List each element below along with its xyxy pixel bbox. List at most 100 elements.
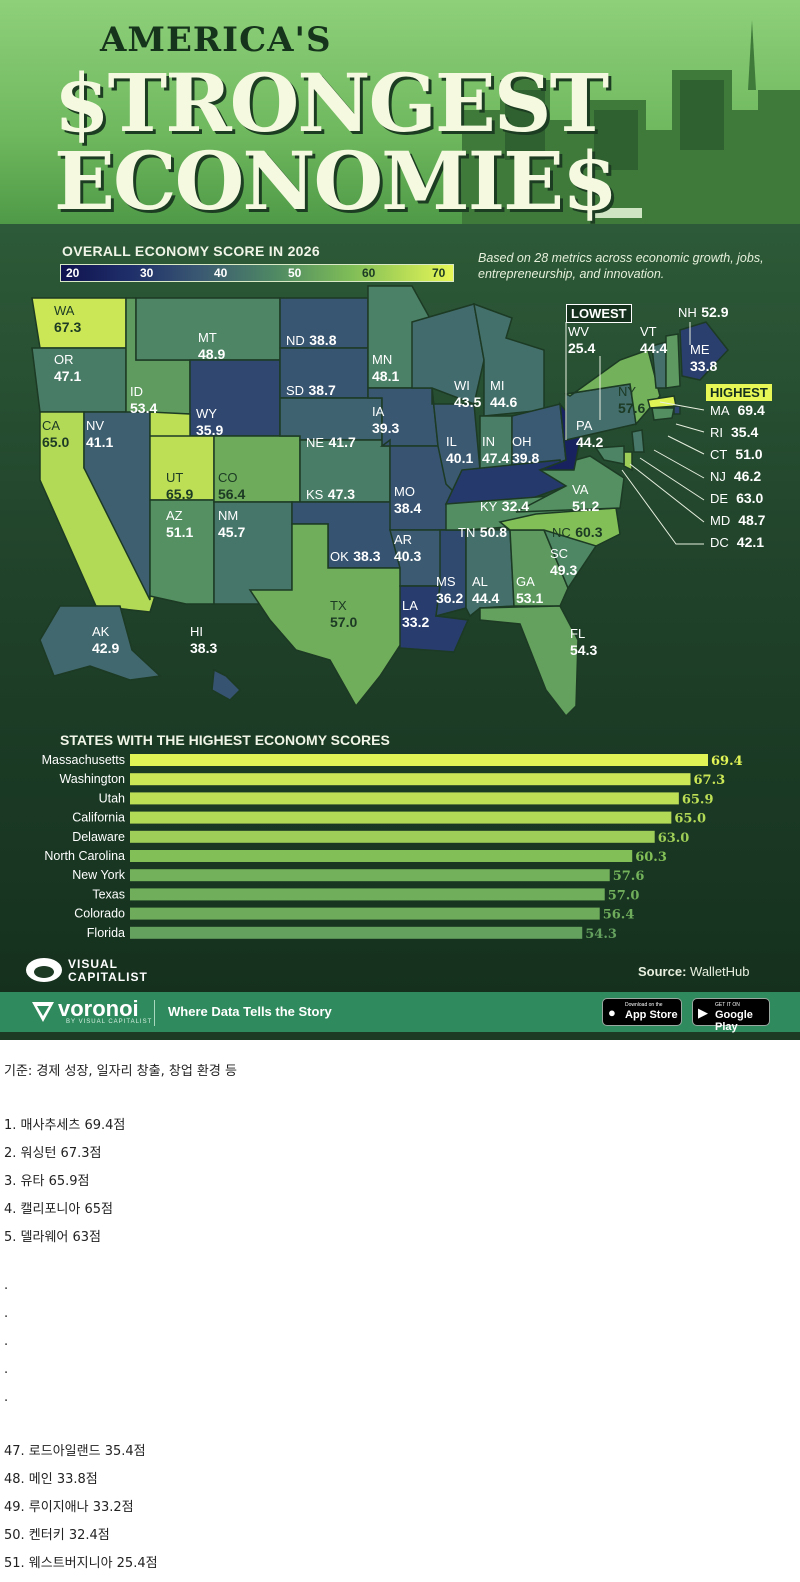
summary-ellipsis-dot: . xyxy=(4,1390,9,1405)
bar xyxy=(130,830,655,843)
state-abbr: CT xyxy=(710,447,728,462)
visual-capitalist-text: VISUAL xyxy=(68,957,119,971)
google-play-button[interactable]: ▶ GET IT ON Google Play xyxy=(692,998,770,1033)
state-score: 60.3 xyxy=(575,524,603,540)
state-abbr: WA xyxy=(54,303,75,318)
state-score: 39.8 xyxy=(512,450,540,466)
state-score: 51.0 xyxy=(735,446,763,462)
state-score: 53.1 xyxy=(516,590,544,606)
state-score: 57.6 xyxy=(618,400,646,416)
state-label-nv: NV 41.1 xyxy=(86,418,113,451)
bar-value-label: 65.0 xyxy=(674,812,706,827)
bar-category-label: Massachusetts xyxy=(42,753,125,767)
summary-rank-item: 51. 웨스트버지니아 25.4점 xyxy=(4,1556,158,1571)
state-label-oh: OH 39.8 xyxy=(512,434,539,467)
state-shape-md xyxy=(594,445,625,465)
state-score: 47.1 xyxy=(54,368,82,384)
state-abbr: AR xyxy=(394,532,413,547)
bar-category-label: Utah xyxy=(99,791,125,805)
state-label-ne: NE 41.7 xyxy=(306,434,356,451)
state-abbr: NJ xyxy=(710,469,726,484)
summary-rank-item: 3. 유타 65.9점 xyxy=(4,1174,90,1189)
state-score: 47.3 xyxy=(327,486,356,502)
state-score: 39.3 xyxy=(372,420,400,436)
legend-tick: 70 xyxy=(432,266,446,280)
bar-category-label: Texas xyxy=(92,887,125,901)
state-score: 41.1 xyxy=(86,434,114,450)
state-score: 56.4 xyxy=(218,486,246,502)
state-shape-ak xyxy=(39,605,162,681)
state-score: 33.8 xyxy=(690,358,718,374)
state-label-ia: IA 39.3 xyxy=(372,404,399,437)
state-label-mi: MI 44.6 xyxy=(490,378,517,411)
state-label-ks: KS 47.3 xyxy=(306,486,355,503)
state-abbr: OR xyxy=(54,352,74,367)
state-abbr: MS xyxy=(436,574,456,589)
state-label-wy: WY 35.9 xyxy=(196,406,223,439)
state-score: 65.9 xyxy=(166,486,194,502)
summary-rank-item: 2. 워싱턴 67.3점 xyxy=(4,1146,102,1161)
state-label-il: IL 40.1 xyxy=(446,434,473,467)
east-label-ma: MA 69.4 xyxy=(710,402,765,418)
state-shape-mi xyxy=(473,302,545,417)
state-score: 41.7 xyxy=(328,434,356,450)
summary-rank-item: 47. 로드아일랜드 35.4점 xyxy=(4,1444,146,1459)
state-score: 51.2 xyxy=(572,498,600,514)
legend-title: OVERALL ECONOMY SCORE IN 2026 xyxy=(62,243,320,259)
summary-ellipsis-dot: . xyxy=(4,1362,9,1377)
bar-category-label: Washington xyxy=(59,772,125,786)
bar xyxy=(130,850,633,862)
bar-value-label: 67.3 xyxy=(694,773,726,788)
state-label-ga: GA 53.1 xyxy=(516,574,543,607)
state-score: 49.3 xyxy=(550,562,578,578)
bar xyxy=(130,926,583,939)
state-abbr: DC xyxy=(710,535,729,550)
state-score: 44.6 xyxy=(490,394,518,410)
state-label-ny: NY 57.6 xyxy=(618,384,645,417)
state-label-nd: ND 38.8 xyxy=(286,332,336,349)
bar-value-label: 57.6 xyxy=(613,869,645,884)
state-score: 42.9 xyxy=(92,640,120,656)
play-icon: ▶ xyxy=(698,1005,708,1020)
state-abbr: HI xyxy=(190,624,203,639)
state-label-in: IN 47.4 xyxy=(482,434,509,467)
bar-category-label: Colorado xyxy=(74,907,125,921)
state-score: 35.4 xyxy=(731,424,759,440)
title-line-1: AMERICA'S xyxy=(100,20,332,60)
state-score: 40.1 xyxy=(446,450,474,466)
state-score: 44.4 xyxy=(472,590,500,606)
state-abbr: IL xyxy=(446,434,457,449)
state-abbr: AK xyxy=(92,624,110,639)
state-label-co: CO 56.4 xyxy=(218,470,245,503)
summary-rank-item: 4. 캘리포니아 65점 xyxy=(4,1202,113,1217)
title-line-2: $TRONGEST xyxy=(54,56,609,150)
source-credit: Source: WalletHub xyxy=(638,964,750,979)
state-abbr: MD xyxy=(710,513,731,528)
app-store-button[interactable]: ● Download on the App Store xyxy=(602,998,682,1026)
state-abbr: AZ xyxy=(166,508,183,523)
state-label-va: VA 51.2 xyxy=(572,482,599,515)
state-abbr: SC xyxy=(550,546,569,561)
state-label-vt: VT 44.4 xyxy=(640,324,667,357)
legend-tick: 40 xyxy=(214,266,228,280)
state-abbr: MI xyxy=(490,378,505,393)
legend-tick: 20 xyxy=(66,266,80,280)
summary-ellipsis-dot: . xyxy=(4,1334,9,1349)
state-shape-me xyxy=(679,321,729,381)
legend-tick: 30 xyxy=(140,266,154,280)
state-abbr: NY xyxy=(618,384,637,399)
state-label-hi: HI 38.3 xyxy=(190,624,217,657)
state-abbr: KY xyxy=(480,499,498,514)
state-score: 36.2 xyxy=(436,590,464,606)
app-store-text: App Store xyxy=(625,1009,678,1021)
bar-value-label: 60.3 xyxy=(635,850,667,865)
state-abbr: PA xyxy=(576,418,593,433)
bar-value-label: 57.0 xyxy=(608,888,640,903)
state-abbr: WV xyxy=(568,324,589,339)
state-label-id: ID 53.4 xyxy=(130,384,157,417)
state-score: 53.4 xyxy=(130,400,158,416)
google-play-small-text: GET IT ON xyxy=(715,1002,740,1008)
state-abbr: TN xyxy=(458,525,476,540)
east-label-dc: DC 42.1 xyxy=(710,534,764,550)
state-abbr: CO xyxy=(218,470,238,485)
